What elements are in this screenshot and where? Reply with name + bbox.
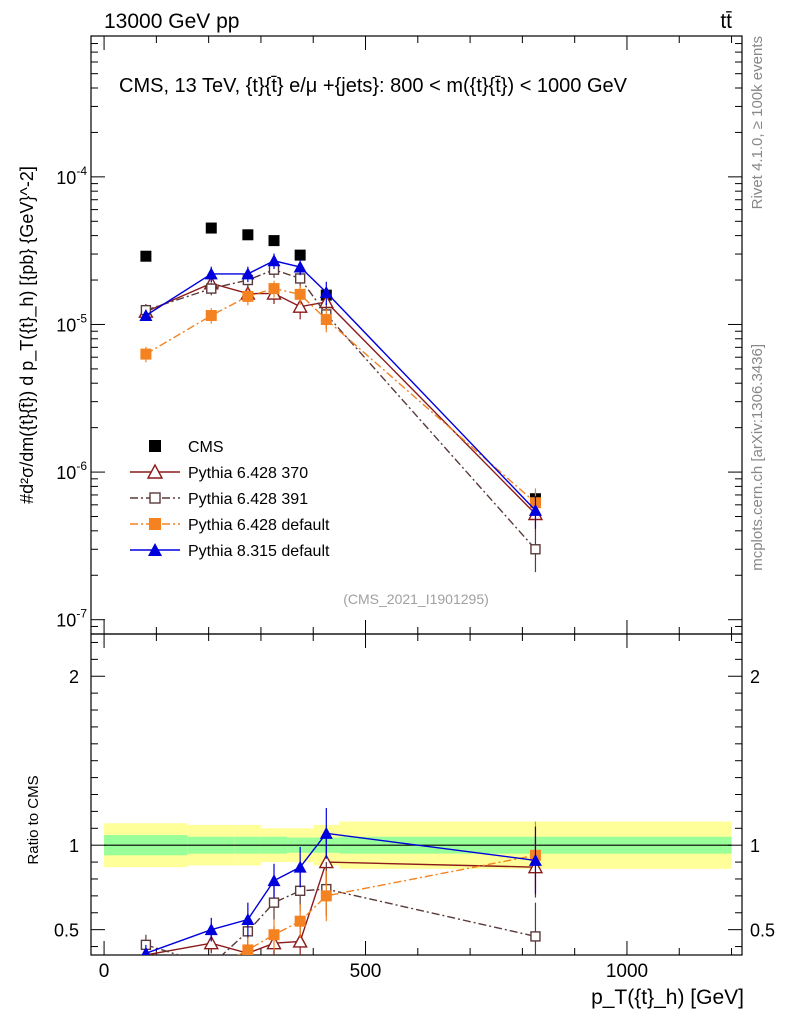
data-point-main (293, 260, 307, 273)
data-point-main (140, 250, 152, 262)
data-point-ratio (203, 935, 219, 950)
data-point-ratio (141, 946, 151, 955)
y-tick-label-ratio: 1 (69, 836, 79, 856)
y-tick-label-ratio: 0.5 (54, 921, 79, 941)
data-point-main (139, 309, 153, 322)
legend-label: CMS (188, 439, 224, 456)
data-point-main (294, 288, 306, 300)
data-point-main (320, 314, 332, 326)
data-point-ratio (242, 944, 254, 955)
data-point-main (204, 267, 218, 280)
data-point-main (241, 267, 255, 280)
axis-ticks: 10-7 10-6 10-5 10-4 0.5 0.5 1 1 2 2 0 500 1000 (54, 35, 775, 982)
data-point-main (140, 348, 152, 360)
y-tick-label-ratio: 2 (69, 667, 79, 687)
series-line-ratio (237, 854, 536, 955)
legend-entry: Pythia 6.428 default (130, 517, 330, 534)
legend-entry: Pythia 6.428 370 (130, 463, 308, 482)
data-point-ratio (268, 897, 280, 908)
ratio-series-pythia-6-428-391 (140, 862, 541, 970)
x-tick-label: 0 (99, 961, 110, 982)
ratio-series-pythia-8-315-default (141, 808, 542, 955)
y-tick-label-main: 10-6 (56, 459, 87, 483)
data-point-main (268, 283, 280, 295)
data-point-main (528, 503, 542, 516)
data-point-ratio (320, 890, 332, 902)
data-point-ratio (294, 885, 306, 896)
x-tick-label: 1000 (606, 961, 648, 982)
data-point-ratio (206, 965, 217, 976)
mcplots-side-label: mcplots.cern.ch [arXiv:1306.3436] (749, 344, 766, 571)
legend-label: Pythia 6.428 370 (188, 465, 308, 482)
legend-marker (146, 463, 164, 479)
analysis-title: CMS, 13 TeV, {t}{t̄} e/μ +{jets}: 800 < … (119, 75, 628, 97)
data-point-main (205, 310, 217, 322)
data-point-main (319, 285, 333, 298)
data-point-ratio (207, 961, 216, 970)
y-tick-label-ratio-right: 1 (750, 836, 760, 856)
data-point-main (205, 222, 217, 234)
data-point-main (242, 290, 254, 302)
x-axis-label: p_T({t}_h) [GeV] (591, 986, 744, 1009)
series-cms (140, 222, 541, 505)
data-point-main (268, 235, 280, 247)
data-point-main (294, 273, 306, 284)
legend: CMS Pythia 6.428 370 Pythia 6.428 391 Pythi… (130, 439, 330, 560)
data-point-main (530, 544, 541, 555)
data-point-ratio (241, 913, 255, 926)
legend-marker (149, 492, 161, 504)
data-point-ratio (528, 853, 542, 866)
y-tick-label-main: 10-7 (56, 607, 87, 631)
process-label: tt̄ (720, 10, 732, 33)
data-point-ratio (204, 923, 218, 936)
x-tick-label: 500 (350, 961, 382, 982)
legend-entry: Pythia 8.315 default (130, 543, 330, 560)
data-point-ratio (293, 860, 307, 873)
ratio-series-pythia-6-428-default (140, 821, 541, 982)
data-point-ratio (267, 874, 281, 887)
legend-label: Pythia 8.315 default (188, 543, 330, 560)
legend-entry: Pythia 6.428 391 (130, 491, 308, 508)
legend-marker (149, 440, 161, 452)
legend-entry: CMS (149, 439, 224, 456)
data-point-ratio (292, 933, 308, 948)
y-axis-label-main: #d²σ/dm({t}{t̄}) d p_T({t}_h) [{pb} {GeV… (17, 166, 38, 504)
legend-marker (149, 518, 161, 530)
data-series (138, 222, 544, 982)
data-point-main (267, 254, 281, 267)
data-point-main (206, 283, 217, 294)
legend-label: Pythia 6.428 default (188, 517, 330, 534)
legend-label: Pythia 6.428 391 (188, 491, 308, 508)
y-tick-label-main: 10-4 (56, 164, 87, 188)
data-point-ratio (268, 929, 280, 941)
data-point-ratio (319, 826, 333, 839)
data-point-ratio (140, 971, 151, 982)
data-point-ratio (294, 915, 306, 927)
legend-marker (148, 543, 162, 556)
rivet-side-label: Rivet 4.1.0, ≥ 100k events (749, 36, 766, 209)
y-axis-label-ratio: Ratio to CMS (25, 775, 42, 864)
series-pythia-8-315-default (139, 253, 542, 529)
series-line-ratio (145, 888, 536, 955)
y-tick-label-ratio-right: 2 (750, 667, 760, 687)
data-point-ratio (530, 931, 541, 942)
y-tick-label-ratio-right: 0.5 (750, 921, 775, 941)
series-line-ratio (145, 861, 536, 955)
data-point-main (242, 229, 254, 241)
ratio-plot-frame (90, 633, 743, 956)
data-point-main (294, 249, 306, 261)
data-point-main (292, 298, 308, 313)
y-tick-label-main: 10-5 (56, 311, 87, 335)
beam-label: 13000 GeV pp (104, 10, 239, 33)
analysis-id: (CMS_2021_I1901295) (343, 591, 489, 607)
